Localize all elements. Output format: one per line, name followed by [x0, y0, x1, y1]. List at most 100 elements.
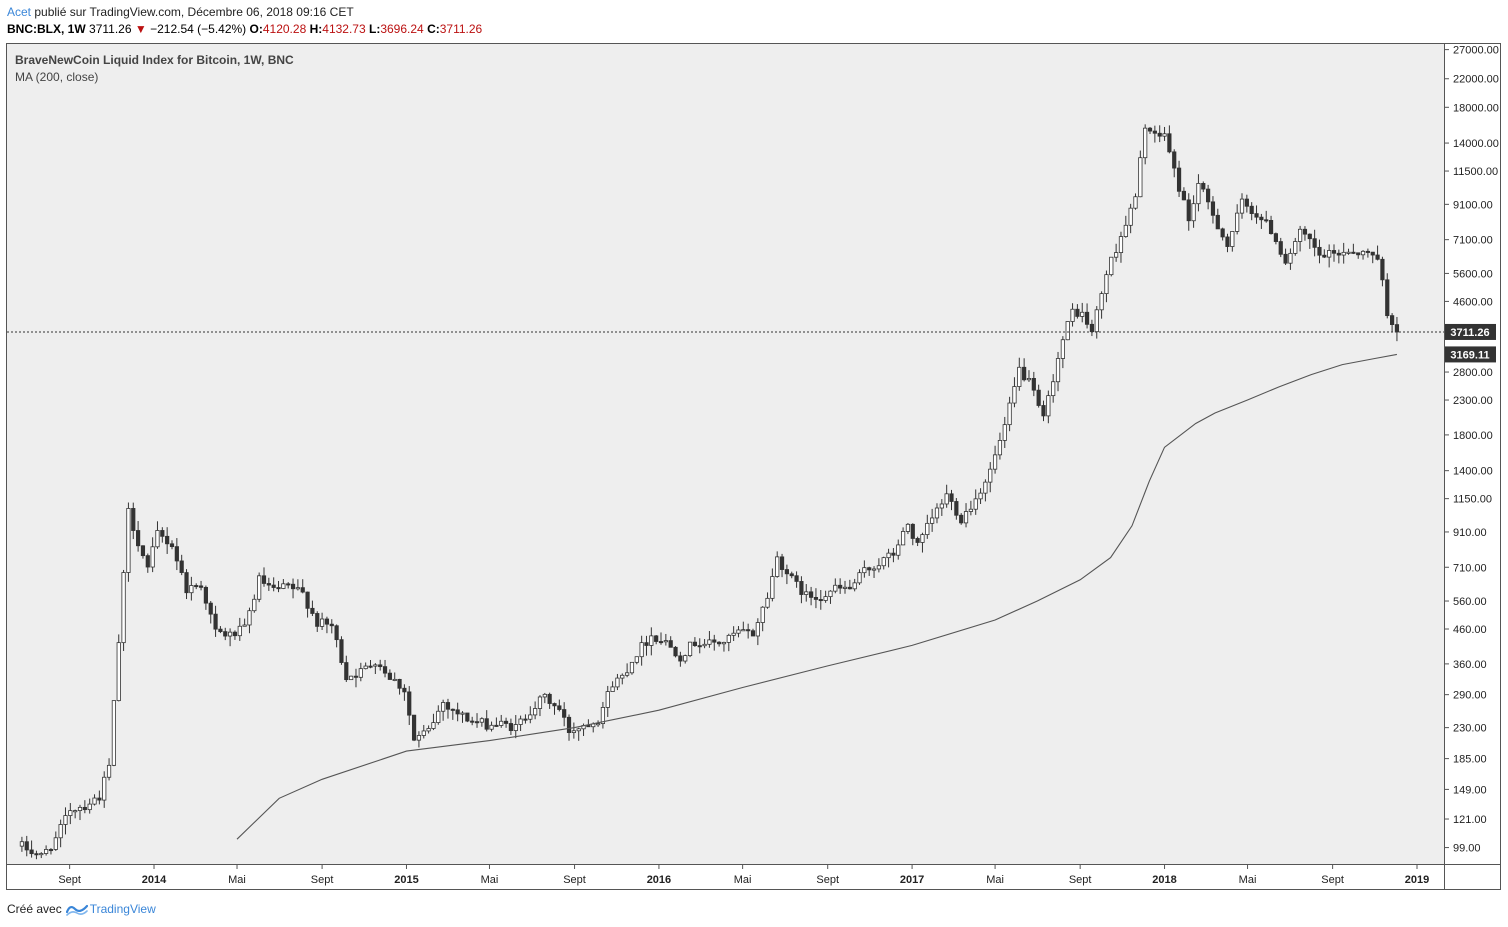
candle-body — [833, 584, 838, 592]
candle — [988, 462, 993, 493]
candle — [1264, 210, 1269, 223]
candle — [547, 692, 552, 709]
candle — [1031, 371, 1036, 397]
candle-body — [823, 596, 828, 601]
candle-body — [305, 591, 310, 609]
candle — [678, 651, 683, 667]
candle-body — [1118, 236, 1124, 254]
candle — [373, 663, 378, 675]
candle — [1230, 230, 1235, 252]
candle — [131, 502, 136, 540]
candle — [305, 591, 310, 618]
candle-body — [349, 675, 354, 681]
candle-body — [857, 572, 862, 584]
candle-body — [663, 640, 668, 643]
candle-body — [586, 725, 591, 728]
candle — [198, 580, 204, 591]
time-axis[interactable]: Sept 2014 Mai Sept 2015 Mai Sept 2016 Mai Sept 201… — [58, 865, 1429, 886]
price-axis[interactable]: 27000.00 22000.00 18000.00 14000.00 11500.00… — [1445, 45, 1499, 855]
candle-body — [983, 481, 988, 494]
candle — [1210, 196, 1216, 224]
candle — [1167, 125, 1172, 154]
candle — [126, 502, 131, 582]
candle-body — [334, 625, 339, 641]
candle-body — [445, 702, 451, 710]
candle — [39, 852, 44, 859]
tradingview-brand-link[interactable]: TradingView — [65, 902, 156, 916]
candle-body — [644, 642, 649, 646]
chart-frame[interactable]: 27000.00 22000.00 18000.00 14000.00 11500.00… — [6, 43, 1501, 890]
candle — [1181, 187, 1187, 201]
candle — [470, 716, 475, 726]
candle-body — [58, 824, 63, 839]
candle-body — [838, 584, 843, 589]
candle — [1220, 227, 1225, 241]
x-tick-label: Mai — [734, 874, 752, 886]
candle — [368, 659, 373, 669]
candle-body — [712, 639, 717, 643]
candle-body — [1017, 366, 1022, 387]
candle — [165, 527, 170, 554]
candle — [1055, 351, 1061, 392]
candle-body — [910, 523, 915, 539]
candle-body — [1312, 238, 1317, 248]
candle — [363, 662, 368, 670]
candle — [770, 568, 775, 602]
close-label: C: — [427, 22, 440, 36]
candle-body — [1356, 252, 1361, 256]
y-tick-label: 290.00 — [1453, 690, 1487, 702]
candle — [465, 712, 470, 723]
candle — [687, 641, 693, 658]
candle-body — [150, 546, 155, 568]
candle — [639, 635, 644, 666]
candle-body — [1206, 188, 1211, 203]
candle-body — [1060, 339, 1065, 359]
candle-body — [431, 722, 436, 729]
candle-body — [1225, 236, 1230, 247]
candle — [605, 685, 610, 717]
indicator-legend[interactable]: MA (200, close) — [15, 70, 98, 84]
candle — [73, 809, 78, 819]
candle-body — [232, 631, 238, 637]
candle — [194, 583, 199, 590]
candle — [431, 713, 436, 731]
candle-body — [1162, 133, 1167, 137]
candle-body — [353, 675, 359, 678]
y-tick-label: 230.00 — [1453, 723, 1487, 735]
candle — [876, 558, 881, 573]
candle-body — [1065, 321, 1070, 341]
candle — [1365, 248, 1370, 258]
candle — [1288, 248, 1293, 270]
candle-body — [1360, 250, 1366, 256]
candle-body — [1147, 127, 1153, 132]
candle — [1268, 215, 1274, 235]
candle — [634, 656, 639, 665]
candle — [755, 618, 760, 646]
candle — [1084, 303, 1090, 329]
candle-body — [179, 560, 184, 573]
candle — [992, 445, 998, 474]
candle-body — [315, 613, 320, 627]
candle-body — [741, 629, 746, 632]
candle-body — [915, 538, 920, 543]
candle-body — [1084, 311, 1090, 325]
candle-body — [48, 849, 54, 852]
candle — [48, 848, 54, 855]
candle — [1327, 244, 1332, 268]
candle-body — [847, 586, 852, 590]
publish-info: Acet publié sur TradingView.com, Décembr… — [7, 5, 354, 19]
price-chart[interactable]: 27000.00 22000.00 18000.00 14000.00 11500.00… — [6, 43, 1501, 890]
candle — [905, 522, 911, 535]
candle — [1283, 248, 1288, 266]
candles — [19, 124, 1400, 860]
candle — [610, 681, 615, 692]
plot-area[interactable] — [7, 44, 1444, 864]
author-link[interactable]: Acet — [7, 5, 32, 19]
candle — [1152, 125, 1157, 143]
candle-body — [470, 720, 475, 723]
candle-body — [1157, 132, 1162, 137]
candle-body — [1351, 251, 1356, 254]
candle-body — [39, 853, 44, 856]
close-value: 3711.26 — [439, 22, 483, 36]
candle — [862, 560, 867, 578]
